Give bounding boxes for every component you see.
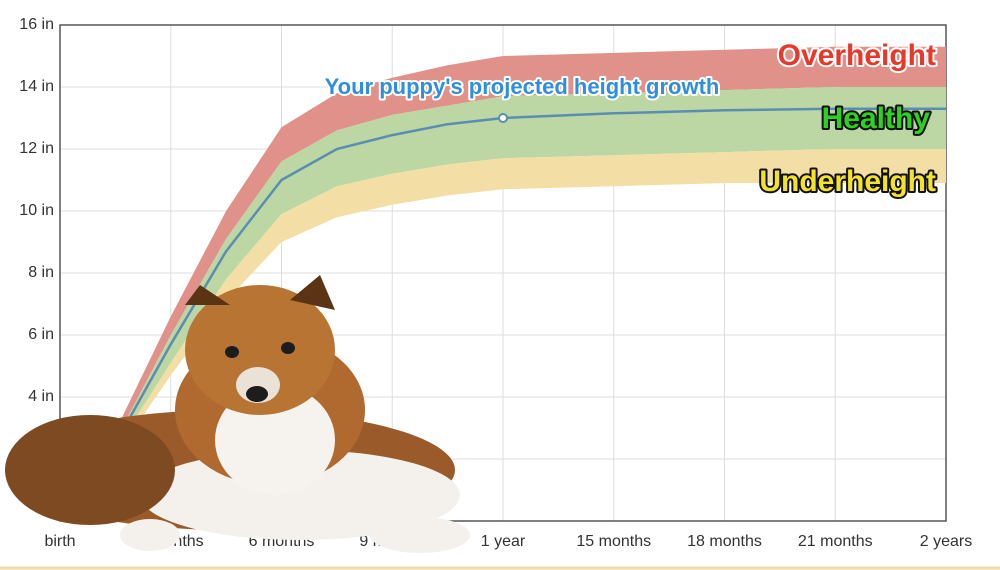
y-tick-label: 4 in: [28, 388, 54, 405]
x-tick-label: 21 months: [798, 533, 873, 550]
band-label: Underheight: [759, 165, 936, 198]
y-tick-label: 12 in: [19, 140, 54, 157]
band-area: [60, 46, 946, 472]
x-tick-label: birth: [44, 533, 75, 550]
x-tick-label: 18 months: [687, 533, 762, 550]
puppy-illustration: [5, 275, 470, 553]
growth-line: [59, 107, 946, 476]
plot-frame: [59, 24, 947, 522]
band-label: Overheight: [778, 39, 936, 72]
projection-point: [498, 113, 508, 123]
annotations: Overheight Healthy Underheight Your puppy's…: [323, 37, 938, 200]
band-area: [60, 87, 946, 478]
series-label: Your puppy's projected height growth: [325, 74, 720, 99]
band-label: Healthy: [822, 102, 931, 135]
x-tick-label: 15 months: [576, 533, 651, 550]
y-tick-label: 6 in: [28, 326, 54, 343]
band-area: [60, 149, 946, 484]
y-tick-label: 16 in: [19, 16, 54, 33]
x-tick-label: 2 years: [920, 533, 972, 550]
y-tick-label: 10 in: [19, 202, 54, 219]
x-tick-label: 1 year: [481, 533, 526, 550]
y-tick-label: 8 in: [28, 264, 54, 281]
y-tick-label: 14 in: [19, 78, 54, 95]
